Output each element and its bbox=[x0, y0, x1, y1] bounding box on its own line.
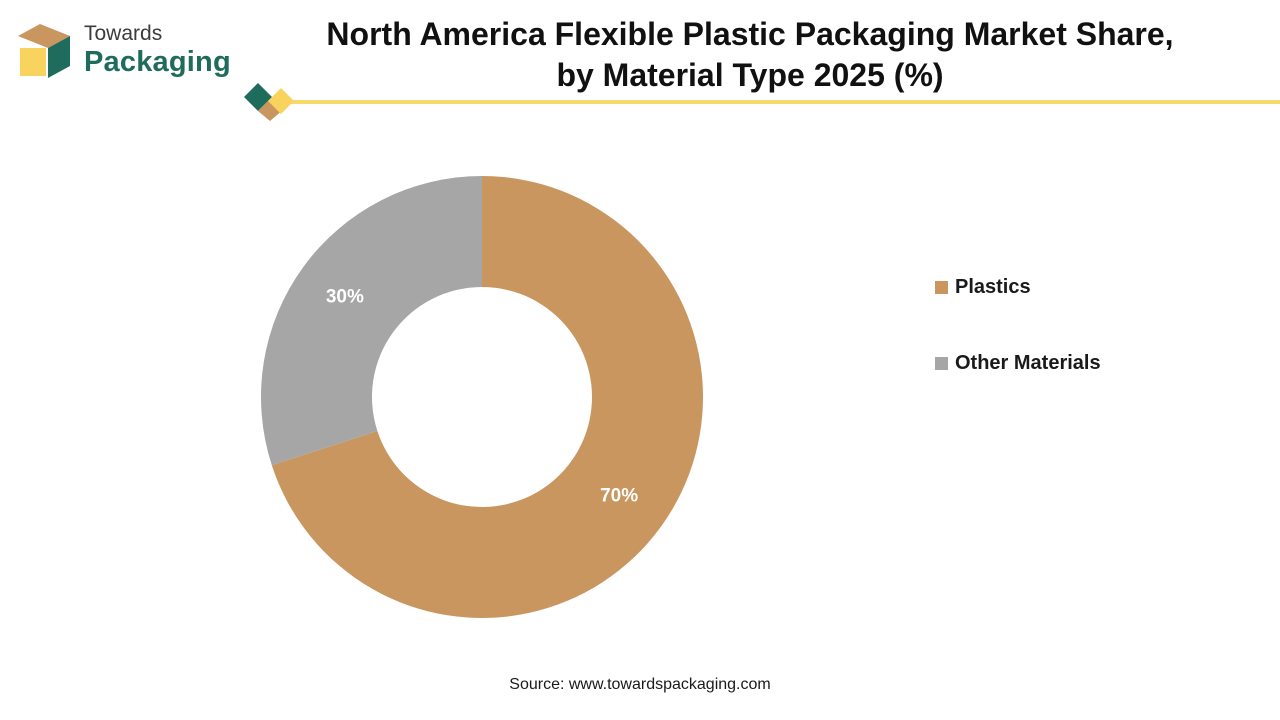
source-note: Source: www.towardspackaging.com bbox=[509, 676, 771, 693]
donut-slice-plastics bbox=[271, 176, 703, 618]
brand-name-line2: Packaging bbox=[84, 46, 231, 78]
legend-item-other-materials: Other Materials bbox=[935, 350, 1101, 376]
box-logo-icon bbox=[18, 24, 70, 78]
data-label-other-materials: 30% bbox=[326, 286, 364, 307]
donut-slice-other-materials bbox=[260, 175, 482, 466]
legend-label-other-materials: Other Materials bbox=[955, 351, 1101, 374]
legend-swatch-plastics bbox=[935, 280, 948, 294]
chart-title: North America Flexible Plastic Packaging… bbox=[290, 14, 1210, 96]
accent-diamond-yellow-icon bbox=[268, 88, 294, 114]
brand-name-line1: Towards bbox=[84, 22, 163, 45]
legend-label-plastics: Plastics bbox=[955, 275, 1031, 298]
legend-item-plastics: Plastics bbox=[935, 274, 1101, 300]
title-underline-accent bbox=[244, 83, 1280, 121]
data-label-plastics: 70% bbox=[600, 486, 638, 507]
chart-legend: Plastics Other Materials bbox=[935, 274, 1101, 426]
chart-title-line2: by Material Type 2025 (%) bbox=[556, 57, 944, 93]
accent-line bbox=[262, 100, 1280, 104]
legend-swatch-other-materials bbox=[935, 356, 948, 370]
brand-logo: Towards Packaging bbox=[18, 20, 248, 82]
chart-title-line1: North America Flexible Plastic Packaging… bbox=[326, 16, 1174, 52]
